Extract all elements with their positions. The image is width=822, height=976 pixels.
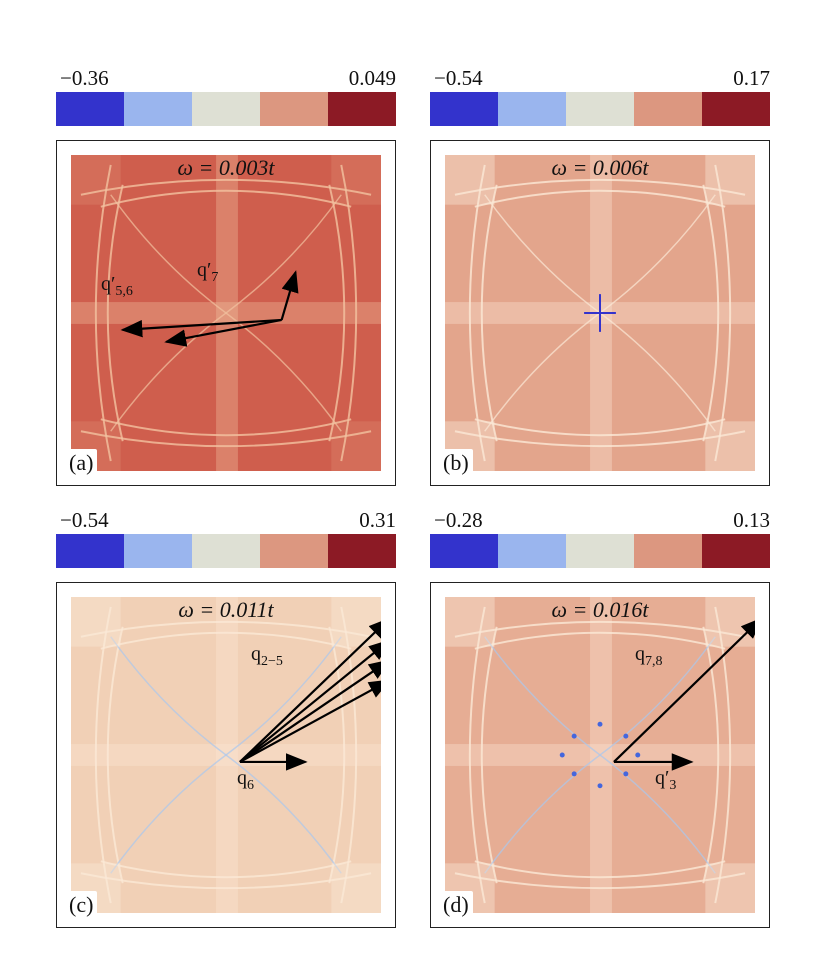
panel-label: (a) bbox=[65, 449, 98, 477]
colorbar-min-label: −0.54 bbox=[60, 508, 109, 532]
vector-label-q56: q′5,6 bbox=[101, 273, 133, 299]
colorbar-min-label: −0.28 bbox=[434, 508, 483, 532]
scattering-vector-arrow bbox=[239, 617, 381, 763]
qpi-map-frame: ω = 0.016t q7,8 q′3 (d) bbox=[430, 582, 770, 928]
colorbar-max-label: 0.049 bbox=[348, 66, 396, 90]
qpi-pattern bbox=[71, 155, 381, 471]
scattering-vector-arrow bbox=[164, 318, 282, 347]
omega-label: ω = 0.003t bbox=[177, 155, 275, 180]
qpi-map bbox=[445, 155, 755, 471]
omega-label: ω = 0.011t bbox=[178, 597, 274, 622]
scattering-vector-arrow bbox=[120, 318, 282, 338]
colorbar-min-label: −0.36 bbox=[60, 66, 109, 90]
vector-label-q2-5: q2−5 bbox=[251, 643, 283, 669]
panel-b: −0.54 0.17 ω = 0.006t (b) bbox=[430, 66, 770, 486]
panel-c: −0.54 0.31 ω = 0.011t q2−5 q6 (c) bbox=[56, 508, 396, 928]
panel-label: (b) bbox=[439, 449, 473, 477]
colorbar-max-label: 0.13 bbox=[733, 508, 770, 532]
qpi-map-frame: ω = 0.003t q′7 q′5,6 (a) bbox=[56, 140, 396, 486]
omega-label: ω = 0.006t bbox=[551, 155, 649, 180]
qpi-map bbox=[71, 597, 381, 913]
qpi-map-frame: ω = 0.006t (b) bbox=[430, 140, 770, 486]
vector-label-q7: q′7 bbox=[197, 259, 219, 285]
colorbar-max-label: 0.31 bbox=[359, 508, 396, 532]
panel-label: (c) bbox=[65, 891, 98, 919]
qpi-map-frame: ω = 0.011t q2−5 q6 (c) bbox=[56, 582, 396, 928]
panel-d: −0.28 0.13 ω = 0.016t q7,8 q′3 (d) bbox=[430, 508, 770, 928]
qpi-map bbox=[445, 597, 755, 913]
vector-label-q3: q′3 bbox=[655, 767, 677, 793]
vector-label-q78: q7,8 bbox=[635, 643, 663, 669]
scattering-vector-arrow bbox=[280, 270, 299, 321]
colorbar bbox=[430, 92, 770, 126]
scattering-vector-arrow bbox=[239, 639, 381, 763]
colorbar bbox=[56, 534, 396, 568]
colorbar-min-label: −0.54 bbox=[434, 66, 483, 90]
qpi-pattern bbox=[445, 155, 755, 471]
scattering-vector-arrow bbox=[239, 659, 381, 763]
vector-label-q6: q6 bbox=[237, 767, 254, 793]
panel-a: −0.36 0.049 ω = 0.003t q′7 q′5,6 (a) bbox=[56, 66, 396, 486]
omega-label: ω = 0.016t bbox=[551, 597, 649, 622]
qpi-pattern bbox=[445, 597, 755, 913]
qpi-map bbox=[71, 155, 381, 471]
colorbar-max-label: 0.17 bbox=[733, 66, 770, 90]
qpi-pattern bbox=[71, 597, 381, 913]
colorbar bbox=[430, 534, 770, 568]
scattering-vector-arrow bbox=[613, 617, 755, 763]
scattering-vector-arrow bbox=[239, 679, 381, 763]
colorbar bbox=[56, 92, 396, 126]
panel-label: (d) bbox=[439, 891, 473, 919]
